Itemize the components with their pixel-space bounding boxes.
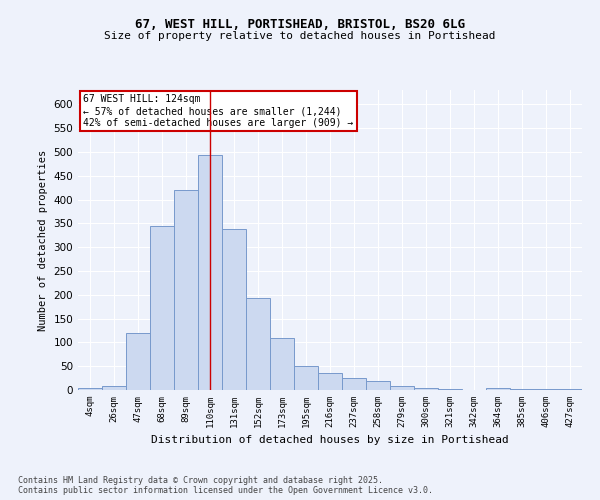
Bar	[198, 155, 222, 390]
Text: 67 WEST HILL: 124sqm
← 57% of detached houses are smaller (1,244)
42% of semi-de: 67 WEST HILL: 124sqm ← 57% of detached h…	[83, 94, 353, 128]
Bar	[438, 388, 462, 390]
Bar	[534, 388, 558, 390]
Bar	[270, 338, 294, 390]
Bar	[126, 333, 150, 390]
Bar	[78, 388, 102, 390]
Bar	[294, 366, 318, 390]
Bar	[558, 389, 582, 390]
X-axis label: Distribution of detached houses by size in Portishead: Distribution of detached houses by size …	[151, 436, 509, 446]
Y-axis label: Number of detached properties: Number of detached properties	[38, 150, 48, 330]
Bar	[150, 226, 174, 390]
Text: Contains HM Land Registry data © Crown copyright and database right 2025.
Contai: Contains HM Land Registry data © Crown c…	[18, 476, 433, 495]
Bar	[414, 388, 438, 390]
Bar	[366, 382, 390, 390]
Bar	[246, 298, 270, 390]
Bar	[342, 378, 366, 390]
Bar	[318, 374, 342, 390]
Bar	[174, 190, 198, 390]
Text: Size of property relative to detached houses in Portishead: Size of property relative to detached ho…	[104, 31, 496, 41]
Text: 67, WEST HILL, PORTISHEAD, BRISTOL, BS20 6LG: 67, WEST HILL, PORTISHEAD, BRISTOL, BS20…	[135, 18, 465, 30]
Bar	[390, 386, 414, 390]
Bar	[486, 388, 510, 390]
Bar	[102, 386, 126, 390]
Bar	[510, 388, 534, 390]
Bar	[222, 229, 246, 390]
